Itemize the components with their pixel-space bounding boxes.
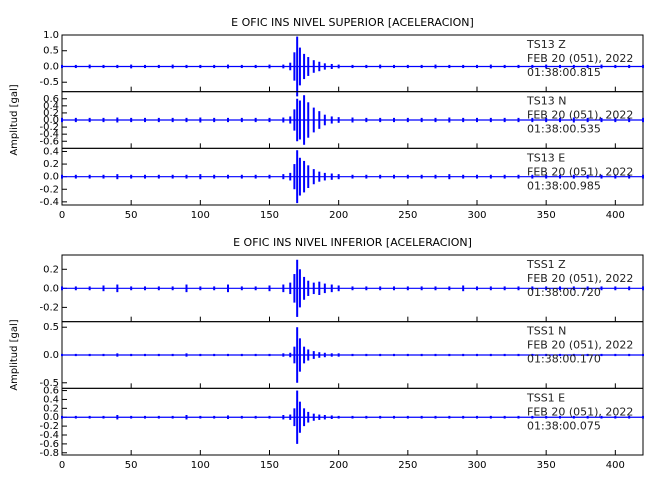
- y-axis-label: Amplitud [gal]: [9, 319, 20, 390]
- y-tick-label: -0.6: [39, 136, 59, 147]
- subplot-frame: [61, 387, 644, 456]
- panel-title: E OFIC INS NIVEL SUPERIOR [ACELERACION]: [231, 16, 474, 29]
- x-tick-label: 200: [329, 210, 348, 221]
- x-tick-label: 300: [467, 460, 486, 471]
- trace-time: 01:38:00.170: [527, 353, 601, 366]
- trace-date: FEB 20 (051), 2022: [527, 339, 633, 352]
- y-tick-label: 0.4: [43, 101, 59, 112]
- y-tick-label: -0.2: [39, 184, 59, 195]
- x-tick-label: 400: [606, 460, 625, 471]
- x-tick-label: 100: [191, 210, 210, 221]
- y-tick-label: 0.4: [43, 394, 59, 405]
- x-tick-label: 300: [467, 210, 486, 221]
- y-tick-label: 0.5: [43, 46, 59, 57]
- y-tick-label: -0.2: [39, 302, 59, 313]
- y-tick-label: -0.4: [39, 430, 59, 441]
- y-tick-label: 0.6: [43, 94, 59, 105]
- y-tick-label: 0.2: [43, 108, 59, 119]
- trace-station: TSS1 E: [526, 391, 565, 404]
- y-tick-label: -0.2: [39, 421, 59, 432]
- trace-time: 01:38:00.535: [527, 123, 601, 136]
- x-tick-label: 0: [59, 210, 65, 221]
- y-tick-label: 0.6: [43, 386, 59, 397]
- trace-station: TS13 Z: [526, 38, 566, 51]
- trace-date: FEB 20 (051), 2022: [527, 272, 633, 285]
- trace-time: 01:38:00.815: [527, 66, 601, 79]
- y-tick-label: -0.5: [39, 378, 59, 389]
- y-tick-label: 0.0: [43, 61, 59, 72]
- x-tick-label: 250: [398, 210, 417, 221]
- trace-date: FEB 20 (051), 2022: [527, 109, 633, 122]
- x-tick-label: 400: [606, 210, 625, 221]
- trace-station: TS13 N: [526, 95, 566, 108]
- y-tick-label: -0.4: [39, 197, 59, 208]
- x-tick-label: 0: [59, 460, 65, 471]
- trace-time: 01:38:00.985: [527, 179, 601, 192]
- x-tick-label: 250: [398, 460, 417, 471]
- y-tick-label: 0.0: [43, 172, 59, 183]
- y-tick-label: -0.6: [39, 439, 59, 450]
- x-tick-label: 150: [260, 460, 279, 471]
- trace-date: FEB 20 (051), 2022: [527, 52, 633, 65]
- trace-station: TSS1 Z: [526, 258, 566, 271]
- y-tick-label: -0.4: [39, 129, 59, 140]
- trace-time: 01:38:00.075: [527, 419, 601, 432]
- trace-date: FEB 20 (051), 2022: [527, 405, 633, 418]
- x-tick-label: 200: [329, 460, 348, 471]
- y-tick-label: -0.5: [39, 77, 59, 88]
- y-tick-label: -0.8: [39, 448, 59, 459]
- y-tick-label: 0.2: [43, 403, 59, 414]
- x-tick-label: 50: [125, 210, 138, 221]
- y-tick-label: 0.4: [43, 146, 59, 157]
- y-axis-label: Amplitud [gal]: [9, 84, 20, 155]
- y-tick-label: 0.0: [43, 283, 59, 294]
- trace-date: FEB 20 (051), 2022: [527, 165, 633, 178]
- y-tick-label: 0.5: [43, 322, 59, 333]
- x-tick-label: 150: [260, 210, 279, 221]
- x-tick-label: 100: [191, 460, 210, 471]
- trace-time: 01:38:00.720: [527, 286, 601, 299]
- y-tick-label: 0.0: [43, 412, 59, 423]
- y-tick-label: 1.0: [43, 30, 59, 41]
- trace-station: TS13 E: [526, 151, 565, 164]
- panel-title: E OFIC INS NIVEL INFERIOR [ACELERACION]: [233, 236, 472, 249]
- y-tick-label: 0.0: [43, 350, 59, 361]
- x-tick-label: 350: [537, 460, 556, 471]
- trace-station: TSS1 N: [526, 325, 566, 338]
- y-tick-label: 0.0: [43, 115, 59, 126]
- y-tick-label: -0.2: [39, 122, 59, 133]
- x-tick-label: 50: [125, 460, 138, 471]
- x-tick-label: 350: [537, 210, 556, 221]
- y-tick-label: 0.2: [43, 264, 59, 275]
- y-tick-label: 0.2: [43, 159, 59, 170]
